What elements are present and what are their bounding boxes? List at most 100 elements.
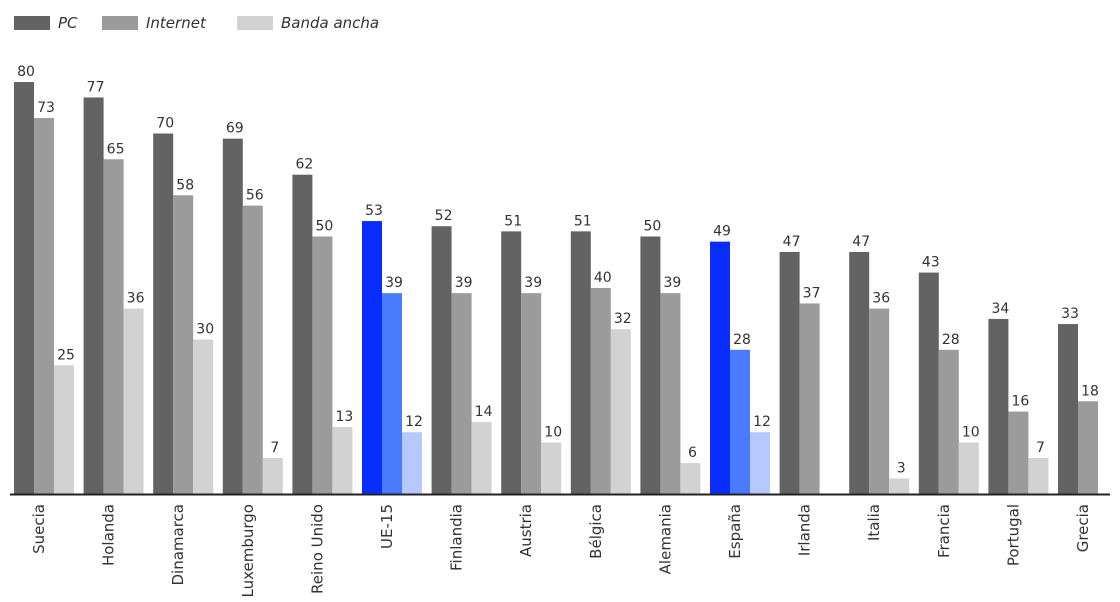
legend-swatch-banda-ancha xyxy=(237,16,273,30)
value-label-luxemburgo-banda-ancha: 7 xyxy=(270,440,279,456)
bar-finlandia-pc xyxy=(431,226,452,494)
bar-ue-15-banda-ancha xyxy=(402,432,422,494)
bar-portugal-pc xyxy=(988,318,1009,494)
bar-reino-unido-banda-ancha xyxy=(332,427,353,494)
bar-austria-banda-ancha xyxy=(541,442,562,494)
value-label-austria-internet: 39 xyxy=(524,275,542,291)
bar-luxemburgo-internet xyxy=(242,205,263,494)
value-label-portugal-banda-ancha: 7 xyxy=(1036,440,1045,456)
category-label-holanda: Holanda xyxy=(100,504,118,566)
bar-irlanda-internet xyxy=(799,303,820,494)
value-label-francia-banda-ancha: 10 xyxy=(962,425,980,441)
category-label-espana: España xyxy=(726,504,744,559)
legend-label-pc: PC xyxy=(58,14,78,32)
value-label-finlandia-pc: 52 xyxy=(435,208,453,224)
legend-swatch-pc xyxy=(14,16,50,30)
bar-holanda-banda-ancha xyxy=(123,308,144,494)
value-label-belgica-internet: 40 xyxy=(594,270,612,286)
bar-ue-15-internet xyxy=(382,293,402,494)
bar-italia-internet xyxy=(869,308,890,494)
value-label-irlanda-internet: 37 xyxy=(803,285,821,301)
value-label-holanda-banda-ancha: 36 xyxy=(127,291,145,307)
value-label-luxemburgo-pc: 69 xyxy=(226,121,244,137)
bar-alemania-internet xyxy=(660,293,681,494)
value-label-portugal-pc: 34 xyxy=(991,301,1009,317)
value-label-portugal-internet: 16 xyxy=(1011,394,1029,410)
bar-dinamarca-internet xyxy=(173,195,194,495)
value-label-alemania-pc: 50 xyxy=(643,219,661,235)
value-label-dinamarca-pc: 70 xyxy=(156,116,174,132)
value-label-ue-15-internet: 39 xyxy=(385,275,403,291)
bar-italia-pc xyxy=(849,251,870,494)
bar-francia-internet xyxy=(938,349,959,494)
category-label-suecia: Suecia xyxy=(30,504,48,554)
bar-italia-banda-ancha xyxy=(889,478,910,494)
bar-espana-internet xyxy=(730,349,750,494)
category-label-grecia: Grecia xyxy=(1074,504,1092,552)
legend-label-banda-ancha: Banda ancha xyxy=(281,14,379,32)
bar-irlanda-pc xyxy=(779,251,800,494)
category-label-portugal: Portugal xyxy=(1004,504,1022,566)
value-label-luxemburgo-internet: 56 xyxy=(246,188,264,204)
value-label-grecia-internet: 18 xyxy=(1081,383,1099,399)
value-labels: 8073257765367058306956762501353391252391… xyxy=(17,64,1099,477)
bar-reino-unido-pc xyxy=(292,174,313,494)
value-label-reino-unido-pc: 62 xyxy=(295,157,313,173)
bar-espana-banda-ancha xyxy=(750,432,770,494)
value-label-espana-pc: 49 xyxy=(713,224,731,240)
value-label-ue-15-pc: 53 xyxy=(365,203,383,219)
value-label-italia-pc: 47 xyxy=(852,234,870,250)
value-label-suecia-banda-ancha: 25 xyxy=(57,347,75,363)
value-label-francia-internet: 28 xyxy=(942,332,960,348)
value-label-espana-internet: 28 xyxy=(733,332,751,348)
bar-suecia-internet xyxy=(34,118,54,495)
bar-dinamarca-pc xyxy=(153,133,174,494)
category-label-irlanda: Irlanda xyxy=(796,504,814,556)
value-label-italia-banda-ancha: 3 xyxy=(897,461,906,477)
bar-alemania-pc xyxy=(640,236,661,494)
category-labels: Suecia Holanda Dinamarca Luxemburgo Reino Un… xyxy=(30,504,1092,598)
category-label-austria: Austria xyxy=(517,504,535,557)
value-label-austria-pc: 51 xyxy=(504,213,522,229)
bar-finlandia-banda-ancha xyxy=(471,421,492,494)
bar-austria-internet xyxy=(521,293,542,494)
value-label-alemania-banda-ancha: 6 xyxy=(688,445,697,461)
category-label-francia: Francia xyxy=(935,504,953,558)
value-label-francia-pc: 43 xyxy=(922,255,940,271)
bar-austria-pc xyxy=(501,231,522,494)
category-label-alemania: Alemania xyxy=(656,504,674,574)
bars xyxy=(14,82,1098,495)
value-label-reino-unido-internet: 50 xyxy=(315,219,333,235)
bar-alemania-banda-ancha xyxy=(680,463,701,494)
bar-luxemburgo-banda-ancha xyxy=(262,457,283,494)
legend-label-internet: Internet xyxy=(146,14,207,32)
category-label-italia: Italia xyxy=(865,504,883,541)
bar-belgica-internet xyxy=(590,288,611,494)
value-label-suecia-internet: 73 xyxy=(37,100,55,116)
category-label-dinamarca: Dinamarca xyxy=(169,504,187,586)
bar-suecia-banda-ancha xyxy=(54,365,74,494)
category-label-belgica: Bélgica xyxy=(587,504,605,559)
bar-ue-15-pc xyxy=(362,221,382,495)
bar-holanda-pc xyxy=(83,97,104,494)
value-label-italia-internet: 36 xyxy=(872,291,890,307)
bar-grecia-pc xyxy=(1058,324,1078,494)
bar-portugal-internet xyxy=(1008,411,1029,494)
bar-luxemburgo-pc xyxy=(222,138,243,494)
value-label-austria-banda-ancha: 10 xyxy=(544,425,562,441)
bar-belgica-banda-ancha xyxy=(610,329,631,494)
value-label-ue-15-banda-ancha: 12 xyxy=(405,414,423,430)
value-label-dinamarca-internet: 58 xyxy=(176,177,194,193)
value-label-irlanda-pc: 47 xyxy=(783,234,801,250)
value-label-holanda-internet: 65 xyxy=(107,141,125,157)
legend: PC Internet Banda ancha xyxy=(14,14,379,32)
value-label-reino-unido-banda-ancha: 13 xyxy=(335,409,353,425)
legend-swatch-internet xyxy=(102,16,138,30)
value-label-holanda-pc: 77 xyxy=(87,79,105,95)
value-label-alemania-internet: 39 xyxy=(663,275,681,291)
value-label-finlandia-internet: 39 xyxy=(455,275,473,291)
bar-dinamarca-banda-ancha xyxy=(193,339,214,494)
bar-portugal-banda-ancha xyxy=(1028,457,1049,494)
bar-finlandia-internet xyxy=(451,293,472,494)
